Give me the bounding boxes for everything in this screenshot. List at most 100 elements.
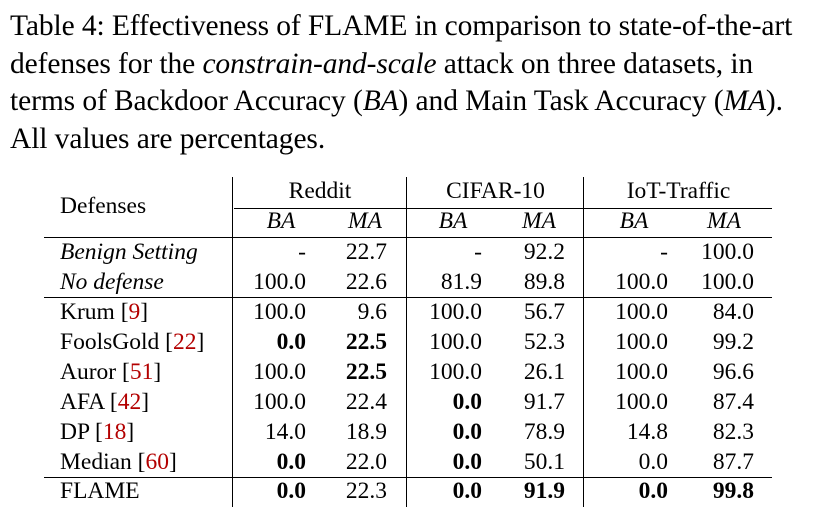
baseline-rule: [44, 297, 772, 299]
table-cell: 92.2: [523, 239, 565, 265]
defense-label: Krum: [60, 299, 115, 325]
table-cell: 22.3: [345, 478, 387, 504]
table-cell: 100.0: [615, 389, 668, 415]
subheader-ma: MA: [522, 208, 556, 234]
defense-label: DP: [60, 419, 90, 445]
header-dataset-iot-traffic: IoT-Traffic: [626, 178, 731, 204]
table-cell: -: [298, 239, 306, 265]
table-cell: 87.4: [712, 389, 754, 415]
defense-label: Benign Setting: [60, 239, 198, 265]
caption-suffix: ). All values are percentages.: [10, 85, 783, 155]
table-cell: 87.7: [712, 449, 754, 475]
table-cell: 50.1: [523, 449, 565, 475]
table-cell: 0.0: [452, 389, 482, 415]
table-cell: 22.6: [345, 269, 387, 295]
table-cell: 0.0: [276, 329, 306, 355]
table-cell: 22.0: [345, 449, 387, 475]
defense-label: No defense: [60, 269, 164, 295]
row-defense-name: DP [18]: [60, 419, 135, 445]
defense-label: Auror: [60, 359, 117, 385]
citation-link[interactable]: 51: [129, 359, 154, 385]
column-divider: [232, 177, 234, 507]
defense-label: AFA: [60, 389, 104, 415]
citation-link[interactable]: 22: [172, 329, 197, 355]
header-dataset-cifar10: CIFAR-10: [446, 178, 545, 204]
table-cell: 100.0: [253, 389, 306, 415]
table-cell: 22.5: [345, 359, 387, 385]
table-cell: 14.0: [264, 419, 306, 445]
table-cell: 26.1: [523, 359, 565, 385]
subheader-ma: MA: [348, 208, 382, 234]
table-cell: -: [660, 239, 668, 265]
defense-label: Median: [60, 449, 132, 475]
table-cell: 100.0: [701, 239, 754, 265]
table-cell: 0.0: [276, 478, 306, 504]
table-cell: 91.9: [523, 478, 565, 504]
table-cell: 96.6: [712, 359, 754, 385]
results-table: Defenses Reddit CIFAR-10 IoT-Traffic BA …: [44, 177, 772, 507]
table-cell: 100.0: [615, 359, 668, 385]
table-cell: 81.9: [440, 269, 482, 295]
table-cell: 100.0: [253, 269, 306, 295]
defense-label: FLAME: [60, 478, 140, 504]
subheader-ba: BA: [619, 208, 649, 234]
header-defenses: Defenses: [60, 193, 147, 219]
citation-link[interactable]: 42: [117, 389, 142, 415]
citation-link[interactable]: 9: [128, 299, 141, 325]
table-cell: 100.0: [253, 299, 306, 325]
table-cell: 22.5: [345, 329, 387, 355]
table-cell: 84.0: [712, 299, 754, 325]
header-rule: [44, 237, 772, 239]
table-cell: 78.9: [523, 419, 565, 445]
table-cell: 0.0: [638, 449, 668, 475]
table-cell: 0.0: [452, 478, 482, 504]
row-defense-name: Krum [9]: [60, 299, 149, 325]
column-divider: [406, 177, 408, 507]
caption-ma-abbrev: MA: [723, 85, 766, 117]
table-cell: 0.0: [452, 449, 482, 475]
row-defense-name: AFA [42]: [60, 389, 150, 415]
subheader-ma: MA: [707, 208, 741, 234]
table-cell: 91.7: [523, 389, 565, 415]
citation-link[interactable]: 60: [145, 449, 170, 475]
defense-label: FoolsGold: [60, 329, 160, 355]
header-cmidrule: [234, 208, 772, 210]
table-cell: 0.0: [638, 478, 668, 504]
row-defense-name: Auror [51]: [60, 359, 162, 385]
caption-ba-abbrev: BA: [362, 85, 399, 117]
caption-prefix: Table 4: Effectiveness of FLAME in compa…: [10, 10, 793, 80]
table-cell: 22.4: [345, 389, 387, 415]
row-defense-name: FLAME: [60, 477, 140, 505]
table-cell: 9.6: [357, 299, 387, 325]
table-cell: 100.0: [429, 359, 482, 385]
header-dataset-reddit: Reddit: [288, 178, 352, 204]
table-cell: 100.0: [701, 269, 754, 295]
row-defense-name: Median [60]: [60, 449, 177, 475]
table-cell: 100.0: [615, 299, 668, 325]
table-cell: 14.8: [626, 419, 668, 445]
row-defense-name: No defense: [60, 268, 164, 296]
caption-middle-2: ) and Main Task Accuracy (: [398, 85, 724, 117]
column-divider: [583, 177, 585, 507]
table-cell: 18.9: [345, 419, 387, 445]
table-cell: 56.7: [523, 299, 565, 325]
row-defense-name: Benign Setting: [60, 238, 198, 266]
table-cell: 99.2: [712, 329, 754, 355]
table-cell: 0.0: [452, 419, 482, 445]
table-cell: 52.3: [523, 329, 565, 355]
table-caption: Table 4: Effectiveness of FLAME in compa…: [10, 8, 805, 158]
table-cell: 100.0: [615, 269, 668, 295]
subheader-ba: BA: [266, 208, 296, 234]
table-cell: 89.8: [523, 269, 565, 295]
row-defense-name: FoolsGold [22]: [60, 329, 205, 355]
table-cell: 100.0: [615, 329, 668, 355]
table-cell: 100.0: [429, 329, 482, 355]
table-cell: 82.3: [712, 419, 754, 445]
table-cell: 100.0: [429, 299, 482, 325]
flame-rule: [44, 477, 772, 479]
caption-middle-1: attack on three datasets, in terms of Ba…: [10, 47, 754, 118]
table-cell: -: [474, 239, 482, 265]
table-cell: 0.0: [276, 449, 306, 475]
citation-link[interactable]: 18: [102, 419, 127, 445]
table-cell: 100.0: [253, 359, 306, 385]
